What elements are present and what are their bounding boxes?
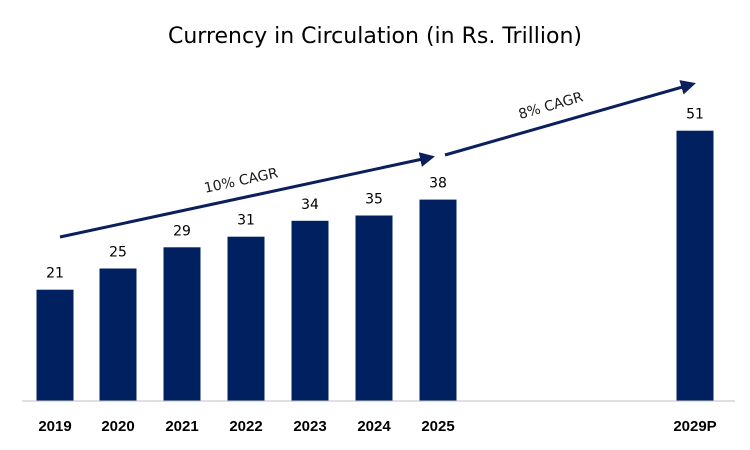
bar-2022	[227, 236, 265, 401]
bar-2019	[36, 289, 74, 401]
value-label-2020: 25	[109, 245, 127, 261]
value-label-2029p: 51	[686, 107, 704, 123]
value-label-2025: 38	[429, 176, 447, 192]
value-label-2022: 31	[237, 213, 255, 229]
value-labels-group: 21 25 29 31 34 35 38 51	[46, 107, 704, 282]
bars-group	[36, 130, 714, 401]
tick-labels-group: 2019 2020 2021 2022 2023 2024 2025 2029P	[38, 418, 716, 435]
value-label-2019: 21	[46, 266, 64, 282]
tick-label-2029p: 2029P	[673, 418, 716, 435]
value-label-2024: 35	[365, 192, 383, 208]
bar-2023	[291, 220, 329, 401]
tick-label-2023: 2023	[293, 418, 326, 435]
bar-2024	[355, 215, 393, 401]
chart-title: Currency in Circulation (in Rs. Trillion…	[168, 24, 582, 49]
tick-label-2025: 2025	[421, 418, 454, 435]
tick-label-2021: 2021	[165, 418, 198, 435]
bar-2020	[99, 268, 137, 401]
tick-label-2019: 2019	[38, 418, 71, 435]
bar-2021	[163, 247, 201, 401]
tick-label-2022: 2022	[229, 418, 262, 435]
cagr-arrow-2	[444, 80, 696, 157]
tick-label-2024: 2024	[357, 418, 391, 435]
cagr-arrow-1	[59, 152, 435, 239]
tick-label-2020: 2020	[101, 418, 134, 435]
value-label-2023: 34	[301, 197, 319, 213]
bar-2025	[419, 199, 457, 401]
bar-2029p	[676, 130, 714, 401]
value-label-2021: 29	[173, 223, 191, 239]
